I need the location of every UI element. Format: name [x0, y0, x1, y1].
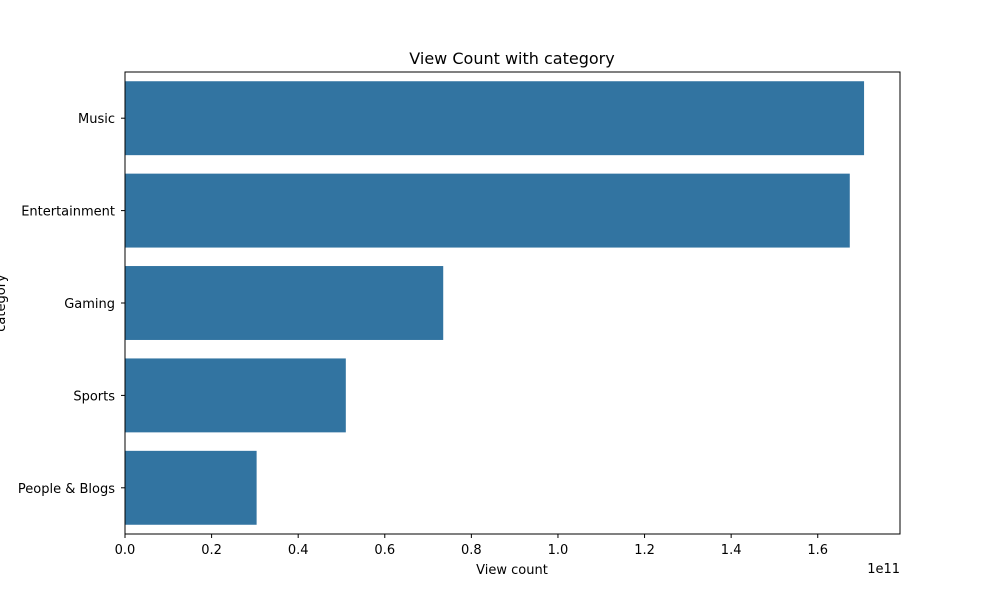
x-axis-label: View count	[476, 563, 548, 578]
y-tick-label: Entertainment	[21, 205, 115, 220]
x-tick-label: 1.0	[548, 543, 569, 558]
y-tick-label: People & Blogs	[18, 482, 115, 497]
y-tick-label: Music	[78, 112, 115, 127]
x-tick-label: 0.2	[201, 543, 222, 558]
x-axis-multiplier: 1e11	[867, 562, 900, 577]
bar-gaming	[125, 266, 444, 340]
bar-entertainment	[125, 173, 850, 248]
chart-title: View Count with category	[409, 49, 614, 68]
y-tick-label: Gaming	[64, 297, 115, 312]
x-tick-label: 1.6	[807, 543, 828, 558]
x-tick-label: 0.6	[374, 543, 395, 558]
x-tick-label: 1.4	[721, 543, 742, 558]
x-tick-label: 0.4	[288, 543, 309, 558]
y-axis-ticks: Music Entertainment Gaming Sports People & B…	[18, 112, 125, 497]
x-tick-label: 0.0	[115, 543, 136, 558]
bar-sports	[125, 358, 346, 433]
bars-group	[125, 81, 865, 525]
bar-music	[125, 81, 865, 156]
y-axis-label: category	[0, 274, 9, 332]
x-axis-ticks: 0.0 0.2 0.4 0.6 0.8 1.0 1.2 1.4 1.6	[115, 534, 828, 558]
x-tick-label: 0.8	[461, 543, 482, 558]
x-tick-label: 1.2	[634, 543, 655, 558]
bar-people-blogs	[125, 450, 257, 525]
y-tick-label: Sports	[73, 389, 115, 404]
